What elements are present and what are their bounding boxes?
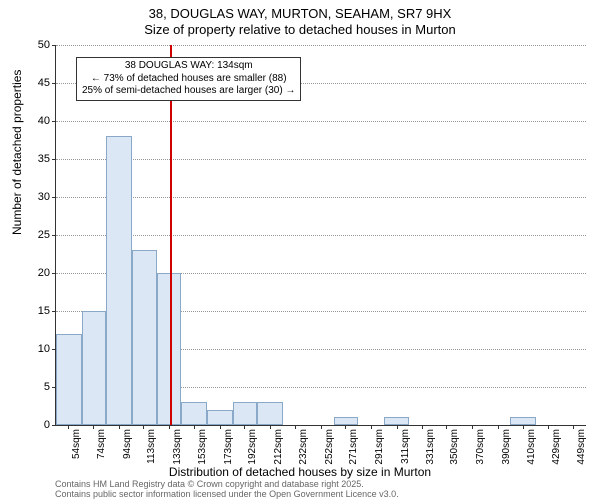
xtick-mark — [270, 425, 271, 429]
xtick-label: 390sqm — [501, 429, 512, 465]
ytick-label: 5 — [44, 381, 50, 393]
chart-title-line1: 38, DOUGLAS WAY, MURTON, SEAHAM, SR7 9HX — [0, 6, 600, 21]
xtick-label: 449sqm — [576, 429, 587, 465]
histogram-bar — [257, 402, 283, 425]
chart-container: 38, DOUGLAS WAY, MURTON, SEAHAM, SR7 9HX… — [0, 0, 600, 500]
ytick-mark — [52, 235, 56, 236]
xtick-mark — [244, 425, 245, 429]
xtick-mark — [169, 425, 170, 429]
ytick-mark — [52, 197, 56, 198]
ytick-label: 15 — [38, 305, 50, 317]
plot-area: 0510152025303540455054sqm74sqm94sqm113sq… — [55, 45, 586, 426]
ytick-label: 40 — [38, 115, 50, 127]
xtick-label: 311sqm — [400, 429, 411, 464]
gridline — [56, 235, 586, 236]
histogram-bar — [132, 250, 158, 425]
footer-attribution: Contains HM Land Registry data © Crown c… — [55, 480, 399, 500]
histogram-bar — [207, 410, 233, 425]
gridline — [56, 45, 586, 46]
annotation-line1: 38 DOUGLAS WAY: 134sqm — [82, 60, 295, 73]
xtick-label: 153sqm — [197, 429, 208, 465]
xtick-mark — [548, 425, 549, 429]
ytick-mark — [52, 311, 56, 312]
xtick-label: 350sqm — [449, 429, 460, 465]
xtick-mark — [143, 425, 144, 429]
ytick-mark — [52, 45, 56, 46]
histogram-bar — [181, 402, 207, 425]
xtick-label: 232sqm — [298, 429, 309, 465]
xtick-label: 54sqm — [71, 429, 82, 459]
xtick-label: 291sqm — [374, 429, 385, 465]
xtick-mark — [498, 425, 499, 429]
xtick-mark — [220, 425, 221, 429]
xtick-mark — [345, 425, 346, 429]
chart-title-line2: Size of property relative to detached ho… — [0, 22, 600, 37]
footer-line2: Contains public sector information licen… — [55, 490, 399, 500]
histogram-bar — [106, 136, 132, 425]
xtick-label: 271sqm — [348, 429, 359, 465]
ytick-label: 45 — [38, 77, 50, 89]
xtick-mark — [472, 425, 473, 429]
histogram-bar — [82, 311, 106, 425]
histogram-bar — [334, 417, 358, 425]
gridline — [56, 197, 586, 198]
xtick-label: 173sqm — [223, 429, 234, 465]
histogram-bar — [56, 334, 82, 425]
ytick-mark — [52, 83, 56, 84]
gridline — [56, 159, 586, 160]
xtick-label: 94sqm — [122, 429, 133, 459]
ytick-mark — [52, 273, 56, 274]
ytick-label: 10 — [38, 343, 50, 355]
ytick-label: 20 — [38, 267, 50, 279]
xtick-mark — [321, 425, 322, 429]
reference-line — [170, 45, 172, 425]
histogram-bar — [384, 417, 410, 425]
xtick-label: 192sqm — [247, 429, 258, 465]
xtick-mark — [194, 425, 195, 429]
ytick-label: 50 — [38, 39, 50, 51]
xtick-mark — [523, 425, 524, 429]
histogram-bar — [510, 417, 536, 425]
xtick-mark — [573, 425, 574, 429]
xtick-label: 74sqm — [96, 429, 107, 459]
xtick-mark — [422, 425, 423, 429]
xtick-label: 410sqm — [526, 429, 537, 465]
xtick-mark — [119, 425, 120, 429]
xtick-mark — [446, 425, 447, 429]
annotation-line3: 25% of semi-detached houses are larger (… — [82, 85, 295, 98]
xtick-mark — [68, 425, 69, 429]
xtick-label: 212sqm — [273, 429, 284, 465]
ytick-mark — [52, 121, 56, 122]
xtick-label: 370sqm — [475, 429, 486, 465]
xtick-label: 331sqm — [425, 429, 436, 465]
ytick-mark — [52, 425, 56, 426]
xtick-mark — [371, 425, 372, 429]
y-axis-label: Number of detached properties — [10, 70, 24, 235]
ytick-mark — [52, 159, 56, 160]
xtick-label: 113sqm — [146, 429, 157, 464]
annotation-line2: ← 73% of detached houses are smaller (88… — [82, 73, 295, 86]
annotation-box: 38 DOUGLAS WAY: 134sqm ← 73% of detached… — [76, 57, 301, 101]
xtick-label: 133sqm — [172, 429, 183, 465]
histogram-bar — [233, 402, 257, 425]
ytick-label: 0 — [44, 419, 50, 431]
xtick-label: 252sqm — [324, 429, 335, 465]
xtick-label: 429sqm — [551, 429, 562, 465]
x-axis-label: Distribution of detached houses by size … — [0, 465, 600, 479]
xtick-mark — [93, 425, 94, 429]
xtick-mark — [295, 425, 296, 429]
xtick-mark — [397, 425, 398, 429]
ytick-label: 35 — [38, 153, 50, 165]
gridline — [56, 121, 586, 122]
ytick-label: 30 — [38, 191, 50, 203]
ytick-label: 25 — [38, 229, 50, 241]
